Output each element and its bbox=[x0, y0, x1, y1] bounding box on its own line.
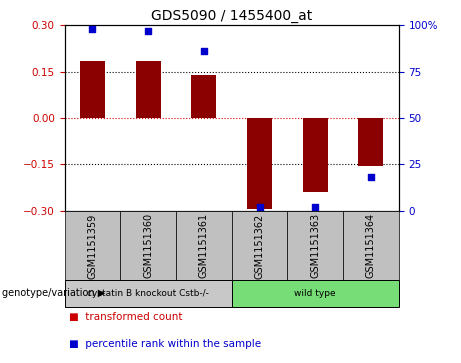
Bar bbox=[358, 118, 384, 166]
Text: ■  transformed count: ■ transformed count bbox=[69, 312, 183, 322]
Bar bbox=[120, 211, 176, 280]
Bar bbox=[247, 118, 272, 209]
Bar bbox=[287, 211, 343, 280]
Bar bbox=[191, 75, 216, 118]
Point bbox=[144, 28, 152, 34]
Point bbox=[256, 204, 263, 210]
Text: GSM1151362: GSM1151362 bbox=[254, 213, 265, 278]
Bar bbox=[65, 211, 120, 280]
Text: GSM1151361: GSM1151361 bbox=[199, 213, 209, 278]
Title: GDS5090 / 1455400_at: GDS5090 / 1455400_at bbox=[151, 9, 312, 23]
Point bbox=[312, 204, 319, 210]
Text: ■  percentile rank within the sample: ■ percentile rank within the sample bbox=[69, 339, 261, 350]
Text: genotype/variation ▶: genotype/variation ▶ bbox=[2, 288, 106, 298]
Text: GSM1151360: GSM1151360 bbox=[143, 213, 153, 278]
Bar bbox=[231, 211, 287, 280]
Point bbox=[200, 48, 207, 54]
Bar bbox=[176, 211, 231, 280]
Bar bbox=[231, 280, 399, 307]
Bar bbox=[343, 211, 399, 280]
Point bbox=[367, 174, 375, 180]
Bar bbox=[303, 118, 328, 192]
Text: GSM1151359: GSM1151359 bbox=[88, 213, 97, 278]
Bar bbox=[136, 61, 160, 118]
Text: cystatin B knockout Cstb-/-: cystatin B knockout Cstb-/- bbox=[87, 289, 209, 298]
Text: wild type: wild type bbox=[295, 289, 336, 298]
Point bbox=[89, 26, 96, 32]
Text: GSM1151363: GSM1151363 bbox=[310, 213, 320, 278]
Bar bbox=[80, 61, 105, 118]
Text: GSM1151364: GSM1151364 bbox=[366, 213, 376, 278]
Bar bbox=[65, 280, 231, 307]
